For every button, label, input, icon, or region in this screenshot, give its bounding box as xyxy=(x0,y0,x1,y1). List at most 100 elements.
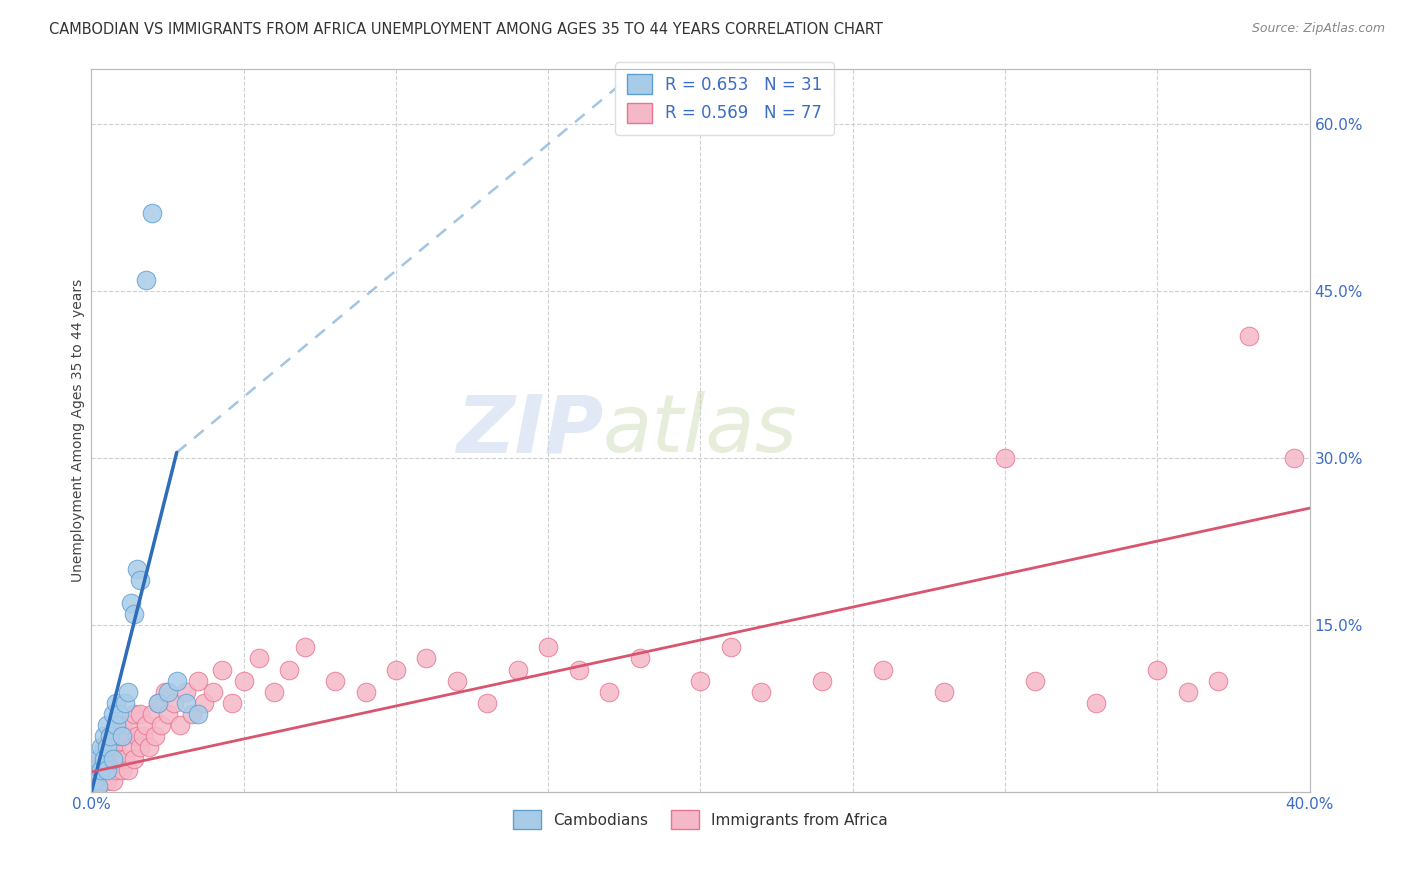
Point xyxy=(122,707,145,722)
Point xyxy=(187,673,209,688)
Point xyxy=(104,763,127,777)
Point xyxy=(202,685,225,699)
Point xyxy=(354,685,377,699)
Point xyxy=(138,740,160,755)
Point xyxy=(323,673,346,688)
Point xyxy=(537,640,560,655)
Point xyxy=(114,696,136,710)
Point xyxy=(122,607,145,621)
Point xyxy=(114,751,136,765)
Point xyxy=(108,707,131,722)
Point xyxy=(129,740,152,755)
Point xyxy=(1177,685,1199,699)
Point xyxy=(232,673,254,688)
Point xyxy=(93,763,115,777)
Point xyxy=(141,206,163,220)
Point xyxy=(247,651,270,665)
Point xyxy=(83,773,105,788)
Text: Source: ZipAtlas.com: Source: ZipAtlas.com xyxy=(1251,22,1385,36)
Point xyxy=(114,729,136,743)
Point xyxy=(127,729,149,743)
Legend: Cambodians, Immigrants from Africa: Cambodians, Immigrants from Africa xyxy=(508,804,894,835)
Text: atlas: atlas xyxy=(603,392,797,469)
Point xyxy=(104,696,127,710)
Point xyxy=(145,729,167,743)
Point xyxy=(98,763,121,777)
Point xyxy=(96,740,118,755)
Point xyxy=(101,707,124,722)
Point xyxy=(96,751,118,765)
Point xyxy=(1024,673,1046,688)
Point xyxy=(1206,673,1229,688)
Point xyxy=(86,780,108,794)
Point xyxy=(720,640,742,655)
Point xyxy=(1284,451,1306,466)
Point xyxy=(166,673,188,688)
Point xyxy=(90,763,112,777)
Point xyxy=(181,707,204,722)
Point xyxy=(98,729,121,743)
Point xyxy=(98,740,121,755)
Point xyxy=(101,773,124,788)
Point xyxy=(150,718,173,732)
Point xyxy=(122,751,145,765)
Point xyxy=(83,763,105,777)
Point xyxy=(506,663,529,677)
Point xyxy=(811,673,834,688)
Point xyxy=(120,740,142,755)
Point xyxy=(751,685,773,699)
Point xyxy=(117,763,139,777)
Point xyxy=(127,562,149,576)
Point xyxy=(385,663,408,677)
Point xyxy=(104,740,127,755)
Point xyxy=(148,696,170,710)
Point xyxy=(169,718,191,732)
Point xyxy=(83,773,105,788)
Point xyxy=(148,696,170,710)
Point xyxy=(86,751,108,765)
Point xyxy=(129,707,152,722)
Text: CAMBODIAN VS IMMIGRANTS FROM AFRICA UNEMPLOYMENT AMONG AGES 35 TO 44 YEARS CORRE: CAMBODIAN VS IMMIGRANTS FROM AFRICA UNEM… xyxy=(49,22,883,37)
Point xyxy=(598,685,620,699)
Point xyxy=(193,696,215,710)
Point xyxy=(104,718,127,732)
Point xyxy=(86,780,108,794)
Point xyxy=(446,673,468,688)
Point xyxy=(174,696,197,710)
Point xyxy=(101,751,124,765)
Point xyxy=(174,685,197,699)
Y-axis label: Unemployment Among Ages 35 to 44 years: Unemployment Among Ages 35 to 44 years xyxy=(72,278,86,582)
Point xyxy=(93,740,115,755)
Point xyxy=(111,729,134,743)
Point xyxy=(96,718,118,732)
Point xyxy=(932,685,955,699)
Point xyxy=(263,685,285,699)
Point xyxy=(187,707,209,722)
Point xyxy=(96,773,118,788)
Point xyxy=(111,763,134,777)
Point xyxy=(156,685,179,699)
Point xyxy=(108,751,131,765)
Point xyxy=(163,696,186,710)
Point xyxy=(90,751,112,765)
Point xyxy=(90,773,112,788)
Point xyxy=(108,729,131,743)
Point xyxy=(120,596,142,610)
Point xyxy=(141,707,163,722)
Point xyxy=(129,574,152,588)
Point xyxy=(101,729,124,743)
Point xyxy=(415,651,437,665)
Point xyxy=(93,729,115,743)
Point xyxy=(294,640,316,655)
Point xyxy=(153,685,176,699)
Point xyxy=(994,451,1017,466)
Point xyxy=(477,696,499,710)
Point xyxy=(90,740,112,755)
Point xyxy=(221,696,243,710)
Point xyxy=(568,663,591,677)
Point xyxy=(132,729,155,743)
Point xyxy=(689,673,711,688)
Text: ZIP: ZIP xyxy=(456,392,603,469)
Point xyxy=(156,707,179,722)
Point xyxy=(135,718,157,732)
